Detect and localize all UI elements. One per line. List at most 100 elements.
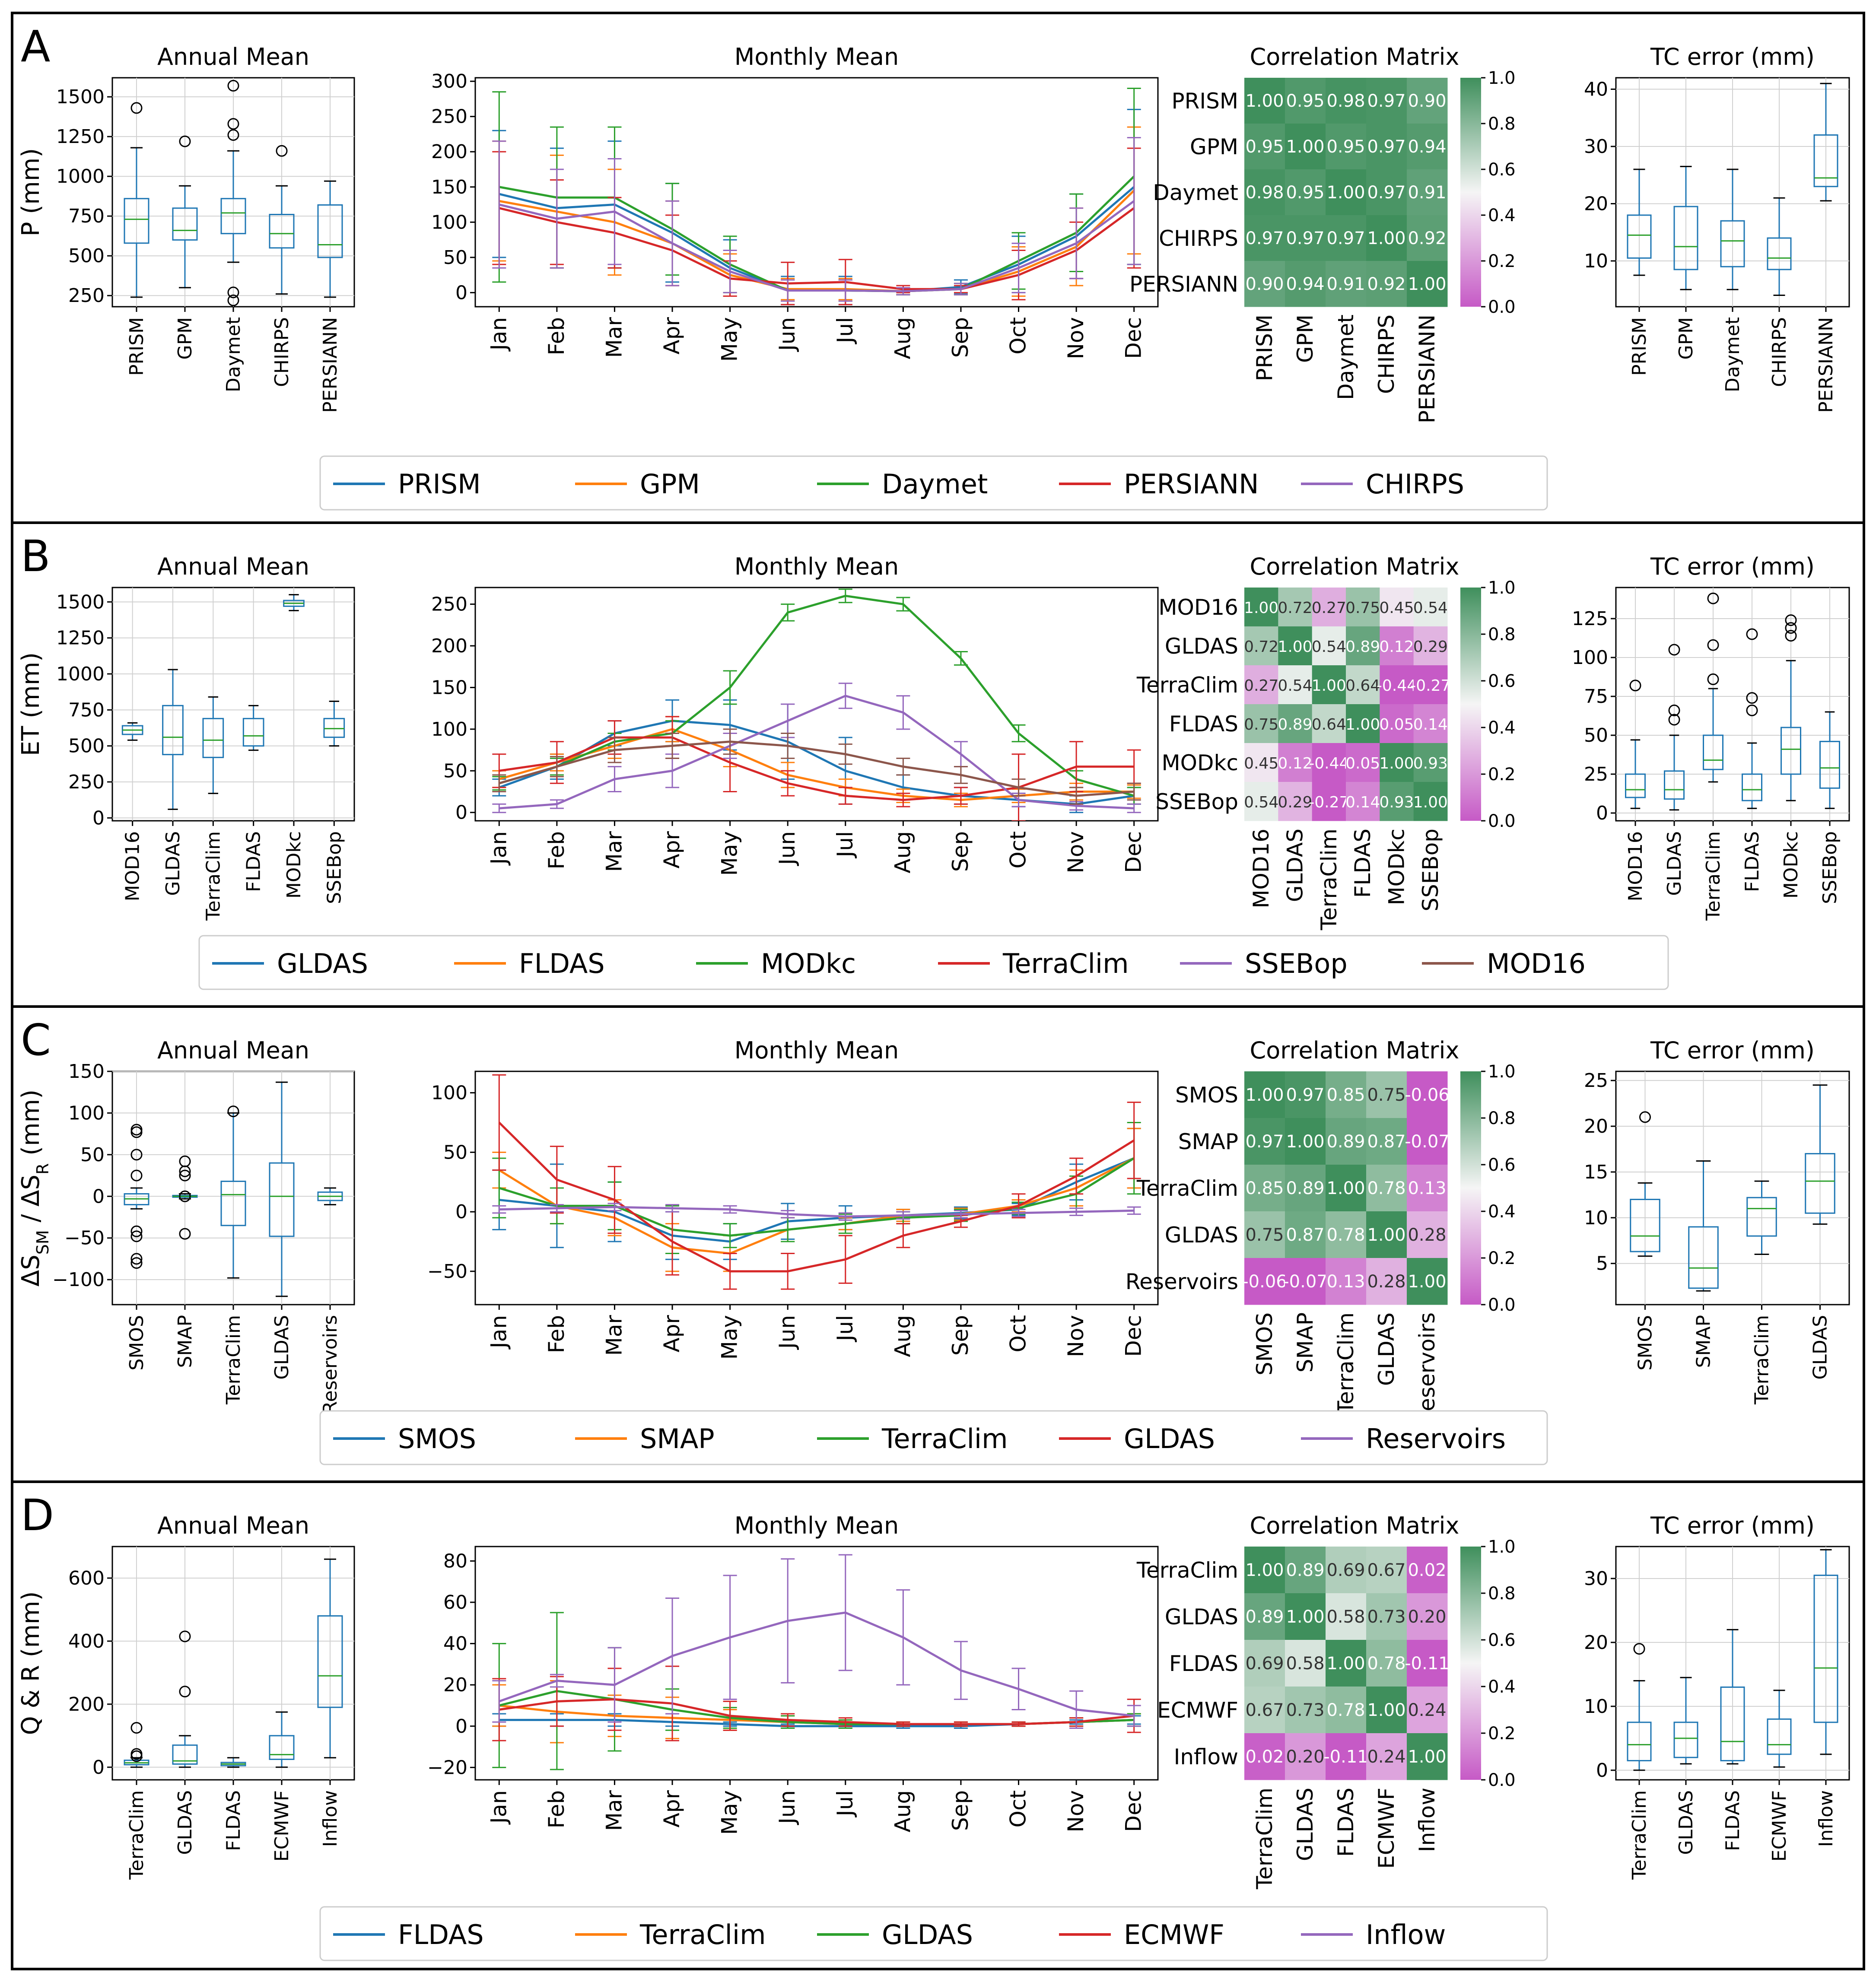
cell-label: 0.90	[1408, 91, 1446, 111]
y-tick-label: 100	[431, 211, 467, 233]
cell-label: 0.94	[1408, 137, 1446, 157]
y-tick-label: 250	[431, 594, 467, 616]
heat-cell	[1407, 1640, 1448, 1687]
colorbar-tick-label: 0.4	[1488, 1677, 1516, 1697]
x-tick-label: Aug	[890, 1315, 915, 1357]
x-tick-label: Dec	[1121, 831, 1146, 873]
cell-label: 0.58	[1286, 1654, 1324, 1674]
x-tick-label: Oct	[1006, 1790, 1031, 1827]
heat-cell	[1244, 588, 1278, 627]
plot-frame	[1615, 1070, 1850, 1305]
series-line	[499, 1157, 1135, 1237]
heat-cell	[1244, 169, 1285, 216]
heat-cell	[1244, 665, 1278, 705]
heat-cell	[1326, 1687, 1367, 1734]
heat-cell	[1366, 1165, 1407, 1212]
heat-cell	[1285, 1118, 1326, 1165]
box-SSEBop	[1819, 711, 1840, 809]
y-tick-label: 100	[1572, 647, 1608, 669]
colorbar-tick-label: 1.0	[1488, 68, 1516, 88]
heat-cell	[1366, 1547, 1407, 1594]
cell-label: 0.54	[1278, 677, 1312, 695]
outlier	[1746, 692, 1758, 704]
cell-label: 0.54	[1244, 794, 1278, 811]
box-TerraClim	[1627, 1643, 1652, 1771]
heat-cell	[1312, 626, 1346, 666]
cell-label: 0.97	[1245, 229, 1284, 248]
colorbar-tick-label: 0.4	[1488, 718, 1516, 738]
legend-label: ECMWF	[1124, 1919, 1224, 1950]
cell-label: -0.07	[1405, 1132, 1450, 1152]
cell-label: 0.87	[1286, 1225, 1324, 1245]
col-label: GPM	[1293, 314, 1318, 363]
plot-frame	[474, 1546, 1159, 1781]
y-tick-label: 300	[431, 70, 467, 92]
row-label: GPM	[1190, 134, 1238, 159]
x-tick-label: Daymet	[1722, 317, 1744, 392]
box-GPM	[1673, 165, 1698, 290]
heat-cell	[1244, 1687, 1285, 1734]
y-tick-label: 500	[68, 735, 105, 757]
box	[202, 718, 224, 758]
cell-label: -0.07	[1283, 1272, 1328, 1292]
heat-cell	[1278, 626, 1313, 666]
cell-label: 0.97	[1367, 137, 1405, 157]
col-label: Daymet	[1333, 314, 1358, 400]
cell-label: 1.00	[1286, 137, 1324, 157]
cell-label: 1.00	[1408, 274, 1446, 294]
x-tick-label: Jan	[486, 831, 511, 866]
y-tick-label: 200	[431, 141, 467, 163]
outlier	[1707, 639, 1719, 651]
box	[1720, 1686, 1745, 1762]
cell-label: 0.98	[1326, 91, 1365, 111]
plot-frame	[474, 77, 1159, 308]
cell-label: 0.75	[1245, 1225, 1284, 1245]
x-tick-label: SSEBop	[1819, 831, 1841, 904]
col-label: GLDAS	[1293, 1788, 1318, 1861]
heat-cell	[1326, 1211, 1367, 1258]
x-tick-label: TerraClim	[1751, 1315, 1773, 1405]
legend-label: GLDAS	[1124, 1423, 1215, 1455]
y-tick-label: 1500	[56, 86, 105, 108]
box-TerraClim	[1746, 1180, 1777, 1255]
x-tick-label: GLDAS	[174, 1790, 196, 1855]
heat-cell	[1326, 124, 1367, 170]
box	[172, 1744, 198, 1765]
colorbar-tick-label: 0.0	[1488, 1770, 1516, 1790]
outlier	[1746, 628, 1758, 640]
colorbar-tick-label: 0.6	[1488, 160, 1516, 180]
x-tick-label: Sep	[948, 317, 973, 358]
y-tick-label: 150	[431, 176, 467, 198]
outlier	[1668, 714, 1680, 726]
outlier	[1746, 704, 1758, 716]
x-tick-label: TerraClim	[126, 1790, 148, 1880]
series-Inflow	[492, 1554, 1141, 1729]
colorbar-tick-label: 0.6	[1488, 671, 1516, 691]
box-MODkc	[1781, 614, 1801, 801]
cell-label: 0.20	[1286, 1747, 1324, 1767]
cell-label: 0.95	[1286, 183, 1324, 203]
x-tick-label: MOD16	[122, 831, 144, 901]
y-tick-label: 100	[431, 718, 467, 740]
colorbar-tick-label: 0.2	[1488, 1724, 1516, 1744]
cell-label: 0.29	[1278, 794, 1312, 811]
x-tick-label: Jun	[775, 1790, 800, 1825]
y-axis-label-part: ΔS	[17, 1255, 45, 1286]
heat-cell	[1244, 1258, 1285, 1305]
row-label: SMOS	[1175, 1083, 1238, 1108]
annual-title: Annual Mean	[157, 43, 309, 70]
heat-cell	[1244, 1118, 1285, 1165]
row-label: Daymet	[1153, 180, 1238, 205]
row-label: PRISM	[1171, 89, 1238, 114]
x-tick-label: GPM	[174, 317, 196, 360]
row-label: GLDAS	[1165, 1604, 1238, 1629]
heat-cell	[1285, 169, 1326, 216]
row-label: GLDAS	[1165, 1223, 1238, 1248]
y-tick-label: 125	[1572, 608, 1608, 630]
cell-label: 0.27	[1244, 677, 1278, 695]
x-tick-label: Oct	[1006, 831, 1031, 868]
heat-cell	[1285, 1547, 1326, 1594]
heat-cell	[1346, 704, 1380, 743]
